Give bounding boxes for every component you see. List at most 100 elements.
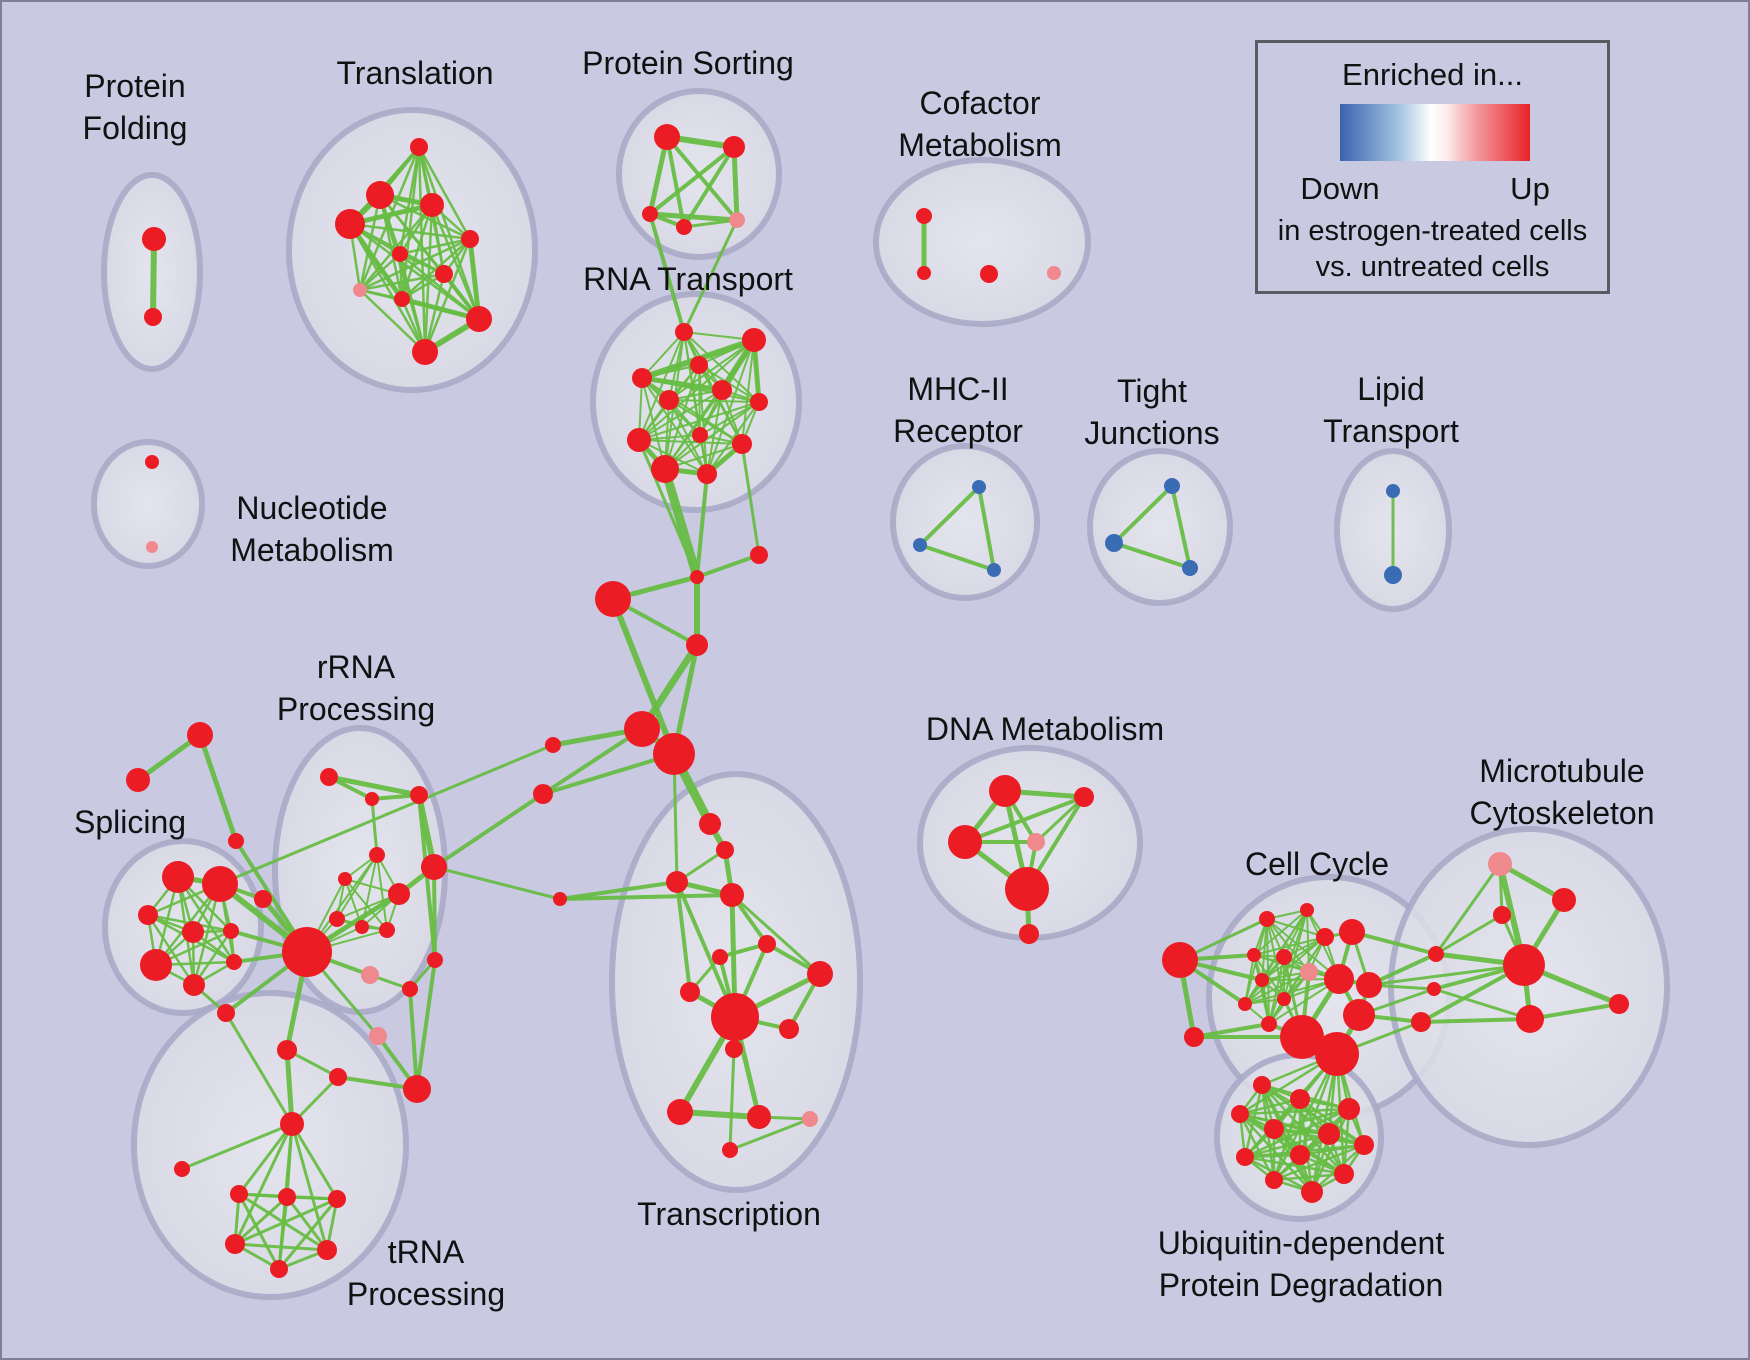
gene-set-node-dm1 [989,775,1021,807]
gene-set-node-cc1 [1259,911,1275,927]
gene-set-node-rt9 [692,427,708,443]
gene-set-node-dm3 [948,825,982,859]
enrichment-edge [675,880,692,994]
enrichment-edge [197,732,239,844]
gene-set-node-cc6 [1276,949,1292,965]
enrichment-edge [277,1197,339,1271]
gene-set-node-rr16 [277,1040,297,1060]
gene-set-node-rt11 [651,455,679,483]
enrichment-edge [150,236,157,320]
network-nodes [126,124,1629,1278]
gene-set-node-mid5 [624,711,660,747]
gene-set-node-br3 [1411,1012,1431,1032]
gene-set-node-mid7 [545,737,561,753]
cluster-label-mhc-ii-receptor: MHC-II Receptor [893,371,1023,449]
enrichment-edge [641,377,666,470]
gene-set-node-mid1 [690,570,704,584]
gene-set-node-sp2 [202,866,238,902]
enrichment-edge [1298,1097,1366,1147]
gene-set-node-sp10 [217,1004,235,1022]
enrichment-edge [706,401,760,475]
enrichment-edge [1253,936,1326,956]
gene-set-node-rt7 [750,393,768,411]
enrichment-edge [358,193,382,292]
gene-set-node-sp4 [182,921,204,943]
gene-set-node-tc11 [779,1019,799,1039]
gene-set-node-sp7 [140,949,172,981]
gene-set-node-ps3 [642,206,658,222]
gene-set-node-tj3 [1182,560,1198,576]
gene-set-node-cc12 [1238,997,1252,1011]
enrichment-edge [647,134,670,217]
gene-set-node-lt2 [1384,566,1402,584]
enrichment-edge [648,145,736,216]
enrichment-edge [1261,918,1268,981]
gene-set-node-tc8 [680,982,700,1002]
gene-set-node-dm5 [1005,867,1049,911]
enrichment-edge [218,743,555,886]
enrichment-edge [1244,971,1310,1005]
gene-set-node-ps4 [676,219,692,235]
gene-set-node-t2 [366,181,394,209]
gene-set-node-rr2 [365,792,379,806]
gene-set-node-mid2 [750,546,768,564]
enrichment-edge [358,272,446,292]
enrichment-edge [1112,541,1192,570]
cluster-label-rna-transport: RNA Transport [583,261,793,297]
enrichment-edge [233,1197,339,1246]
gene-set-node-mid4 [686,634,708,656]
gene-set-node-cc13 [1261,1016,1277,1032]
enrichment-edge [1283,909,1308,1000]
enrichment-edge [665,135,686,229]
gene-set-node-ub2 [1290,1089,1310,1109]
gene-set-node-tc15 [802,1111,818,1127]
cluster-label-translation: Translation [336,55,493,91]
gene-set-node-cc9 [1324,964,1354,994]
gene-set-node-rr5 [338,872,352,886]
cluster-ellipse-cofactor-metabolism [873,157,1091,327]
gene-set-node-t7 [435,265,453,283]
cluster-label-ubiquitin-degradation: Ubiquitin-dependent Protein Degradation [1158,1225,1445,1303]
enrichment-edge [610,596,677,757]
gene-set-node-rr14 [369,1027,387,1045]
gene-set-node-tc3 [716,841,734,859]
enrichment-edge [541,727,644,796]
gene-set-node-tc12 [725,1040,743,1058]
enrichment-edge [358,288,427,354]
enrichment-edge [668,399,708,475]
enrichment-edge [1238,1097,1302,1116]
enrichment-edge [415,958,437,1091]
gene-set-node-cm4 [1047,266,1061,280]
enrichment-edge [277,1195,289,1271]
gene-set-node-rr6 [421,854,447,880]
gene-set-node-ub8 [1290,1145,1310,1165]
cluster-label-trna-processing: tRNA Processing [347,1234,505,1312]
gene-set-node-sp5 [223,923,239,939]
enrichment-edge [660,464,702,582]
enrichment-edge [740,442,761,557]
gene-set-node-tj2 [1105,534,1123,552]
enrichment-edge [541,752,676,796]
gene-set-node-cc14 [1343,999,1375,1031]
gene-set-node-tn2 [278,1188,296,1206]
cluster-label-rrna-processing: rRNA Processing [277,649,435,727]
enrichment-edge [637,438,699,579]
gene-set-node-nm1 [145,455,159,469]
cluster-label-splicing: Splicing [74,804,186,840]
enrichment-edge [176,875,236,964]
gene-set-node-tn5 [317,1240,337,1260]
cluster-label-tight-junctions: Tight Junctions [1084,373,1219,451]
enrichment-edge [1367,963,1526,987]
enrichment-edge [1434,862,1502,956]
gene-set-node-sp3 [138,905,158,925]
gene-set-node-rr17 [403,1075,431,1103]
gene-set-node-mh2 [913,538,927,552]
gene-set-node-mc4 [1516,1005,1544,1033]
gene-set-node-tc7 [712,949,728,965]
enrichment-edge [638,439,708,475]
enrichment-edge [423,237,472,354]
enrichment-edge [1170,484,1192,570]
gene-set-node-br1 [1428,946,1444,962]
gene-set-node-tc16 [722,1142,738,1158]
gene-set-node-cchub2 [1315,1032,1359,1076]
